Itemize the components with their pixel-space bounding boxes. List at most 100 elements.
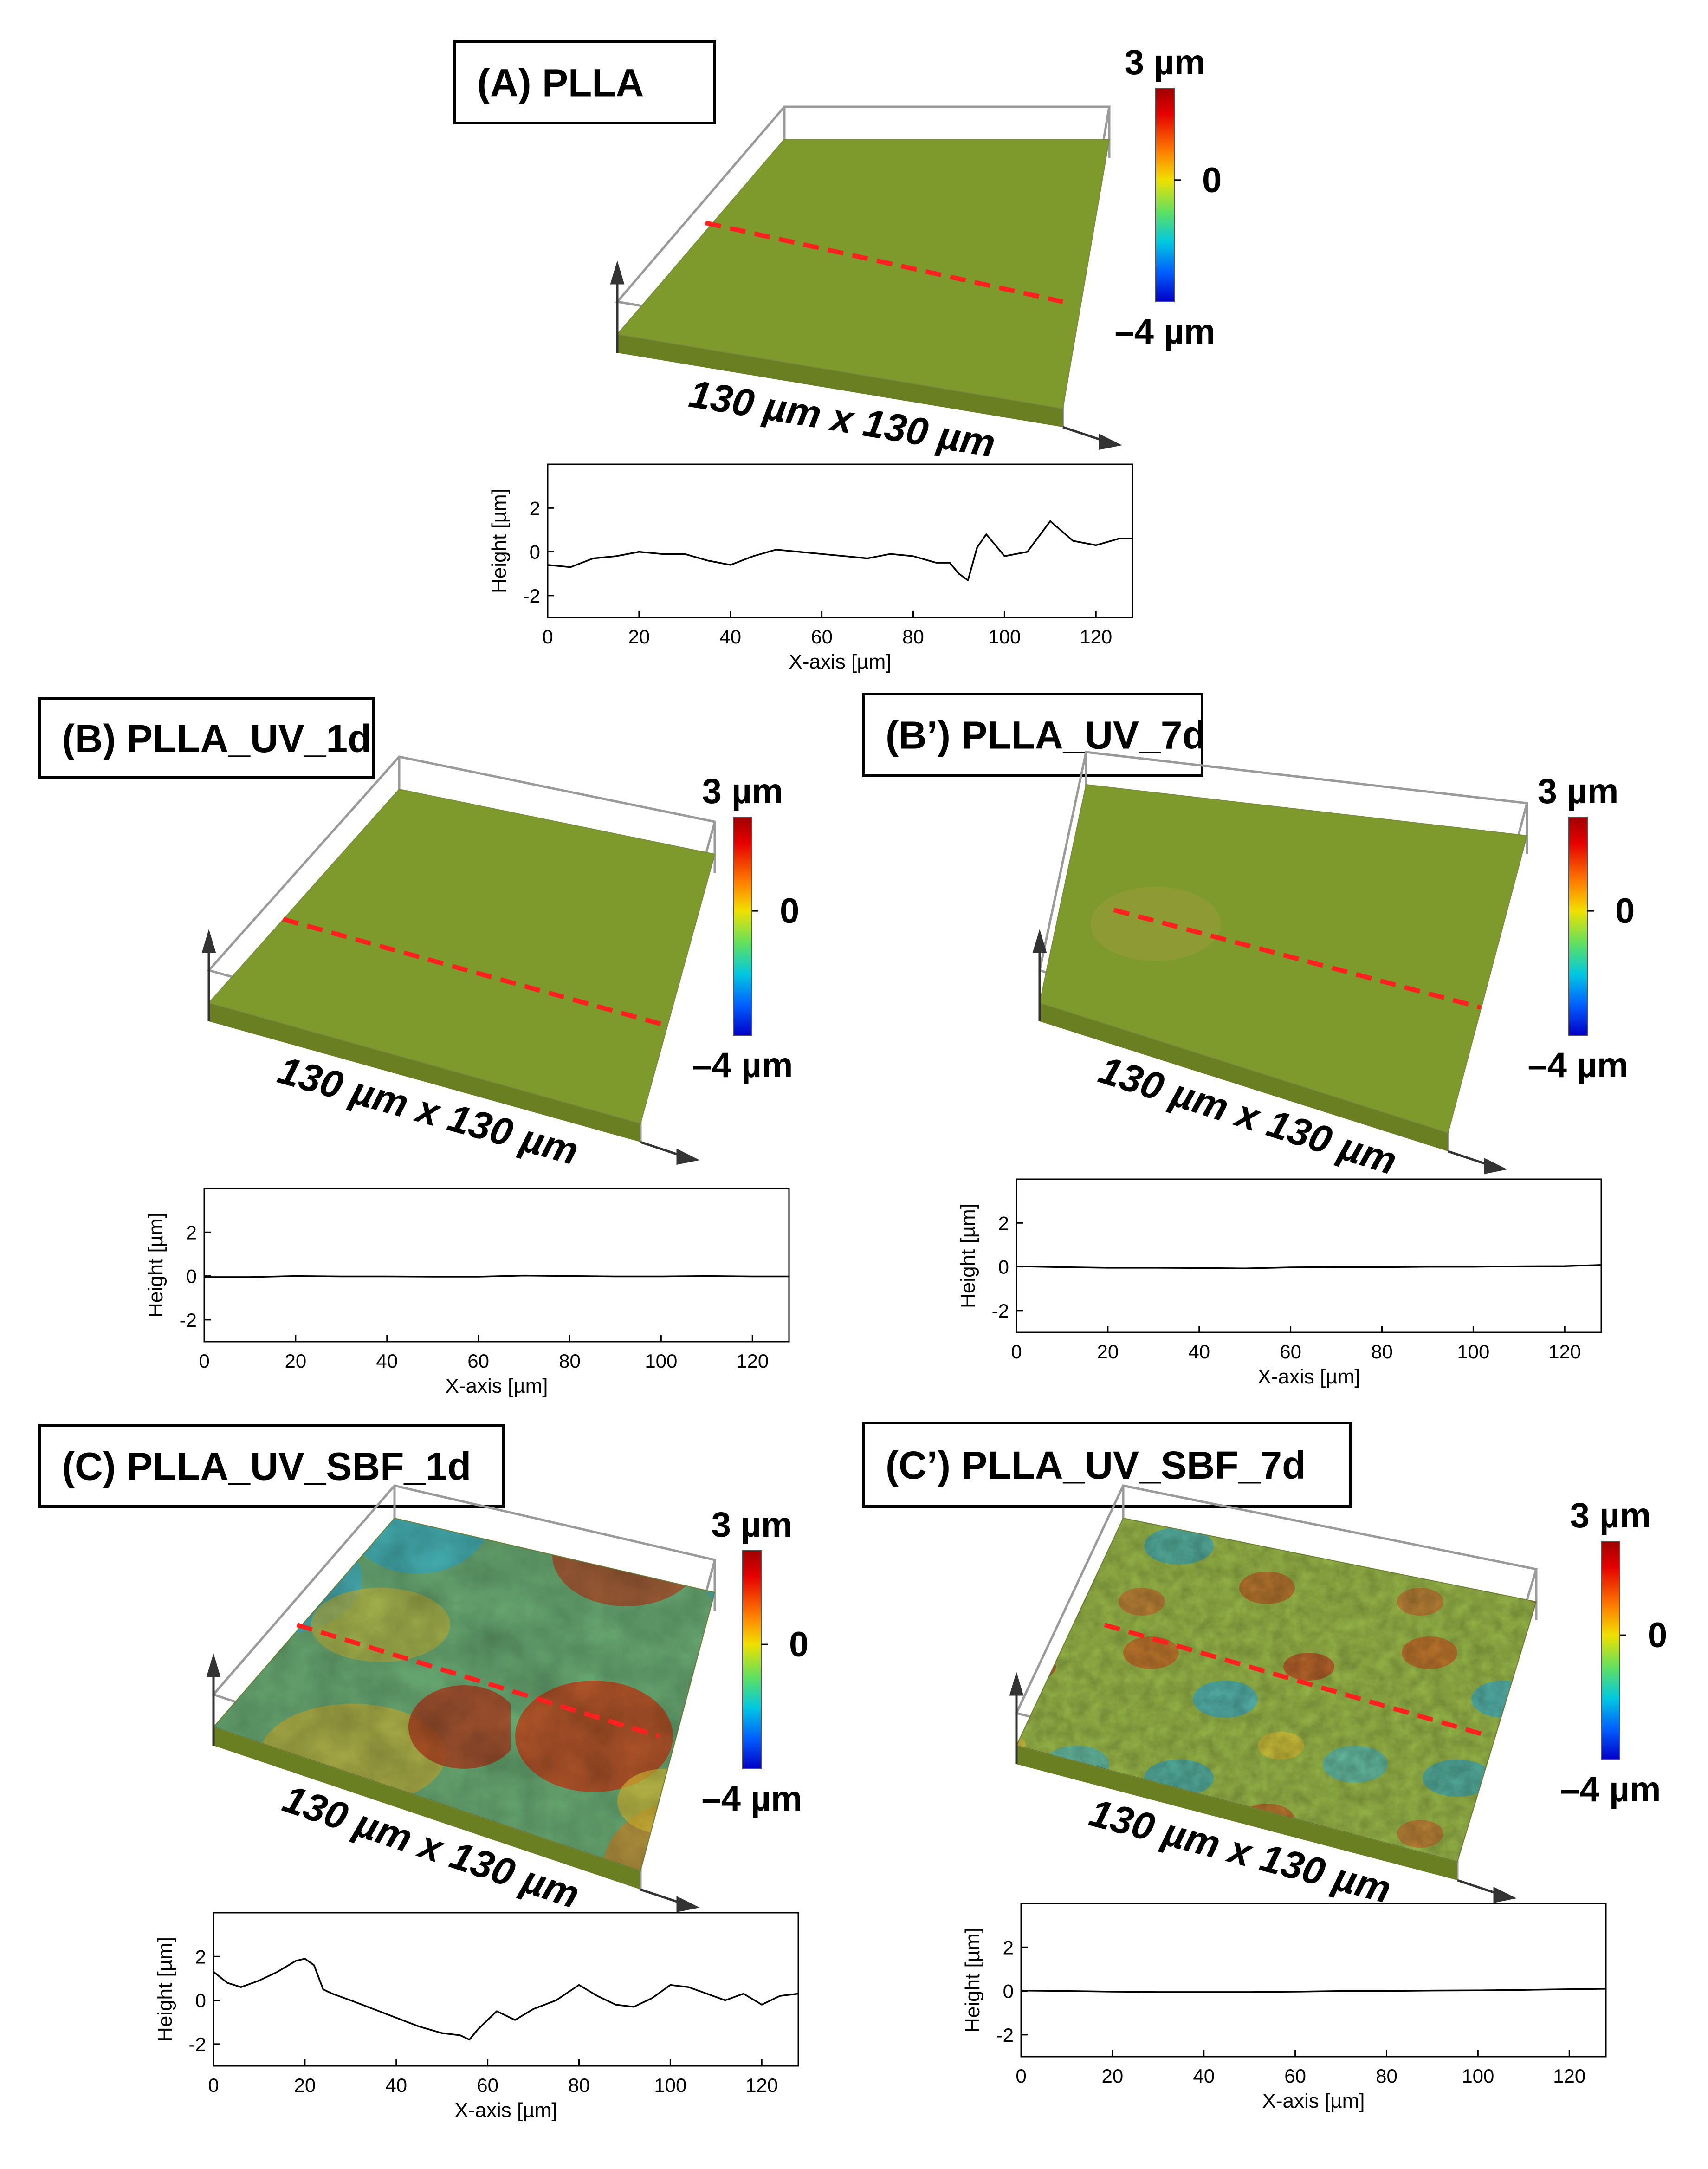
y-tick-label: 0	[195, 1990, 206, 2012]
x-tick-label: 100	[654, 2074, 686, 2096]
x-tick-label: 120	[1548, 1341, 1581, 1363]
scan-line	[282, 917, 669, 1028]
surface-3d	[208, 788, 716, 1124]
surface-axis-arrows	[1009, 1672, 1517, 1903]
x-tick-label: 100	[645, 1350, 677, 1372]
colorbar-min-label: –4 µm	[1527, 1046, 1628, 1085]
surface-edge	[1040, 1003, 1448, 1151]
x-tick-label: 120	[1553, 2065, 1585, 2087]
colorbar-min-label: –4 µm	[701, 1779, 802, 1818]
height-profile-line	[1016, 1264, 1602, 1270]
y-tick-label: -2	[996, 2024, 1014, 2046]
panel-title: (C) PLLA_UV_SBF_1d	[62, 1445, 471, 1488]
panel-title-box	[453, 40, 716, 124]
y-tick-label: -2	[523, 585, 540, 607]
colorbar-max-label: 3 µm	[1538, 772, 1619, 811]
x-tick-label: 60	[477, 2074, 498, 2096]
x-tick-label: 0	[208, 2074, 219, 2096]
x-tick-label: 60	[1284, 2065, 1306, 2087]
x-tick-label: 100	[988, 626, 1021, 648]
colorbar-mid-label: 0	[1648, 1616, 1667, 1655]
plot-frame	[547, 463, 1133, 618]
y-axis-label: Height [µm]	[144, 1213, 167, 1318]
colorbar	[1601, 1541, 1620, 1760]
x-tick-label: 0	[1016, 2065, 1026, 2087]
x-tick-label: 60	[467, 1350, 489, 1372]
y-tick-label: 2	[186, 1221, 197, 1243]
colorbar	[742, 1550, 762, 1769]
x-tick-label: 120	[736, 1350, 769, 1372]
y-tick-label: -2	[189, 2033, 206, 2055]
colorbar-mid-label: 0	[1202, 161, 1222, 200]
x-tick-label: 40	[385, 2074, 407, 2096]
surface-edge	[1016, 1746, 1457, 1880]
colorbar	[733, 817, 752, 1036]
x-tick-label: 20	[1097, 1341, 1119, 1363]
x-tick-label: 20	[628, 626, 650, 648]
x-tick-label: 80	[559, 1350, 581, 1372]
surface-axis-arrows	[610, 260, 1122, 450]
y-tick-label: 0	[998, 1256, 1009, 1278]
x-tick-label: 80	[1376, 2065, 1397, 2087]
y-tick-label: 2	[998, 1212, 1009, 1234]
x-tick-label: 100	[1457, 1341, 1489, 1363]
x-tick-label: 120	[1080, 626, 1112, 648]
y-axis-label: Height [µm]	[957, 1203, 979, 1308]
x-tick-label: 0	[542, 626, 553, 648]
x-tick-label: 40	[719, 626, 741, 648]
scan-line	[705, 221, 1064, 304]
surface-3d	[616, 139, 1110, 409]
colorbar-max-label: 3 µm	[1125, 43, 1206, 82]
panel-title-box	[862, 693, 1203, 777]
y-tick-label: 0	[1003, 1981, 1014, 2002]
height-profile-line	[213, 1958, 799, 2041]
x-tick-label: 80	[1371, 1341, 1393, 1363]
surface-axis-arrows	[1032, 929, 1507, 1175]
y-tick-label: 2	[1003, 1936, 1014, 1958]
x-tick-label: 40	[1193, 2065, 1215, 2087]
plot-frame	[203, 1188, 790, 1343]
y-tick-label: -2	[992, 1300, 1009, 1322]
surface-edge	[214, 1727, 640, 1890]
panel-title: (A) PLLA	[477, 61, 644, 105]
surface-axis-arrows	[206, 1653, 700, 1913]
y-axis-label: Height [µm]	[488, 488, 511, 593]
x-axis-label: X-axis [µm]	[446, 1375, 548, 1397]
y-tick-label: 0	[530, 541, 540, 563]
plot-frame	[1020, 1903, 1607, 2058]
x-tick-label: 20	[1102, 2065, 1124, 2087]
surface-axis-arrows	[201, 929, 700, 1165]
height-profile-line	[204, 1274, 789, 1278]
x-tick-label: 40	[376, 1350, 398, 1372]
colorbar-max-label: 3 µm	[712, 1505, 793, 1545]
x-tick-label: 0	[1011, 1341, 1022, 1363]
x-tick-label: 20	[285, 1350, 307, 1372]
x-tick-label: 80	[568, 2074, 590, 2096]
scan-line	[1104, 1623, 1491, 1739]
y-tick-label: 0	[186, 1266, 197, 1287]
height-profile-line	[547, 520, 1132, 581]
y-tick-label: 2	[195, 1946, 206, 1968]
plot-frame	[213, 1912, 799, 2067]
surface-3d	[1039, 784, 1528, 1134]
panel-title: (C’) PLLA_UV_SBF_7d	[886, 1443, 1306, 1487]
colorbar-mid-label: 0	[780, 891, 799, 931]
colorbar-min-label: –4 µm	[1560, 1770, 1661, 1809]
plot-frame	[1016, 1178, 1602, 1333]
x-axis-label: X-axis [µm]	[455, 2099, 557, 2122]
scan-line	[296, 1623, 660, 1739]
colorbar-mid-label: 0	[1615, 891, 1635, 931]
panel-title: (B) PLLA_UV_1d	[62, 717, 371, 760]
colorbar-mid-label: 0	[789, 1625, 809, 1664]
panel-title-box	[862, 1422, 1352, 1508]
x-tick-label: 80	[902, 626, 924, 648]
scan-line	[1113, 908, 1482, 1010]
surface-defect	[1091, 887, 1221, 961]
